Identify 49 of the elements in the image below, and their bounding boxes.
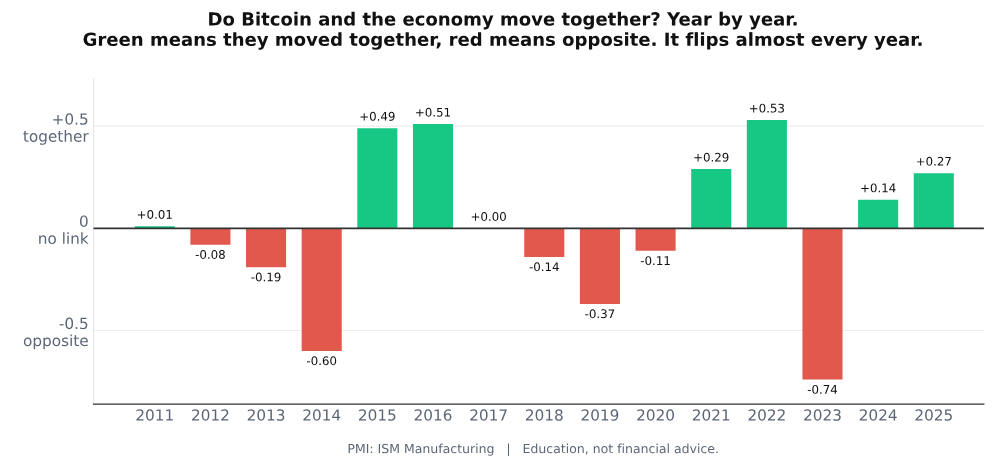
text: PMI: ISM Manufacturing | Education, not financial advice. (348, 443, 718, 457)
bar (246, 228, 287, 268)
bar (190, 228, 231, 245)
y-tick-label: 0 no link (39, 215, 89, 245)
data-label: -0.60 (307, 356, 337, 366)
x-tick-label: 2014 (303, 409, 341, 421)
bar (858, 199, 899, 229)
chart-title: Do Bitcoin and the economy move together? Year by year. Green means they moved together, red means opposite. It flips almost every year. (83, 11, 922, 50)
x-tick-label: 2019 (581, 409, 619, 421)
x-tick-label: 2013 (247, 409, 285, 421)
x-tick-label: 2017 (470, 409, 507, 421)
x-tick-label: 2015 (359, 409, 396, 421)
x-tick-label: 2018 (525, 409, 563, 421)
bar (301, 228, 342, 351)
bar (691, 169, 732, 229)
bar (357, 128, 398, 229)
bar (802, 228, 843, 380)
data-label: -0.37 (585, 309, 615, 319)
x-tick-label: 2023 (804, 409, 841, 421)
y-tick-label: +0.5 together (23, 113, 89, 145)
data-label: +0.49 (360, 111, 395, 121)
data-label: +0.29 (694, 152, 729, 162)
y-tick-label: -0.5 opposite (23, 317, 88, 350)
x-tick-label: 2020 (637, 409, 674, 421)
x-tick-label: 2022 (748, 409, 785, 421)
bar (134, 226, 175, 229)
data-label: -0.11 (640, 256, 670, 266)
x-tick-label: 2024 (859, 409, 897, 421)
bar (524, 228, 565, 257)
data-label: -0.08 (195, 250, 225, 259)
data-label: +0.00 (471, 212, 506, 221)
data-label: +0.01 (137, 209, 172, 219)
data-label: +0.27 (916, 156, 951, 166)
bar (579, 228, 620, 304)
data-label: +0.51 (416, 107, 450, 117)
bar (635, 228, 676, 251)
bar (913, 173, 954, 229)
x-tick-label: 2011 (136, 409, 173, 421)
data-label: -0.14 (529, 262, 559, 272)
bar (412, 124, 454, 229)
x-tick-label: 2012 (192, 409, 229, 421)
data-label: +0.53 (750, 103, 784, 113)
x-tick-label: 2021 (692, 409, 730, 421)
x-tick-label: 2016 (414, 409, 452, 421)
x-tick-label: 2025 (915, 409, 952, 421)
bar (746, 120, 787, 229)
data-label: +0.14 (861, 183, 896, 193)
data-label: -0.74 (807, 384, 838, 394)
data-label: -0.19 (251, 272, 281, 282)
